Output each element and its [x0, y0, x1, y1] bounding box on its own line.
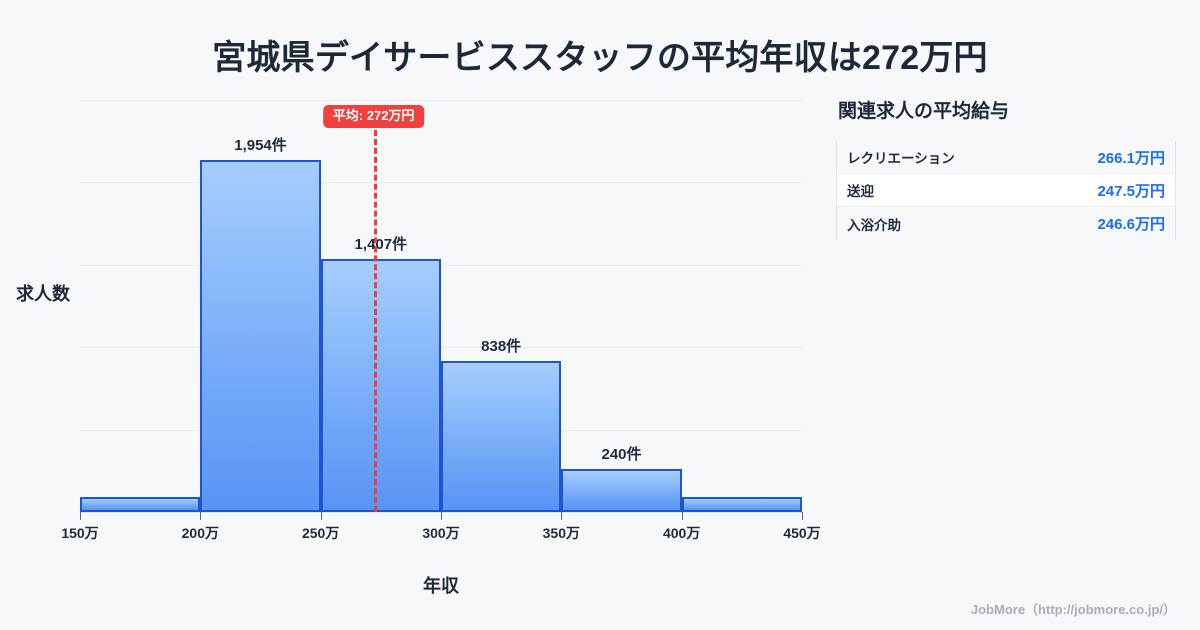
- x-tick-label: 250万: [301, 525, 340, 541]
- histogram-bar: [80, 497, 201, 512]
- histogram-bar: [561, 468, 682, 512]
- histogram-bar: [681, 497, 802, 512]
- x-tick: [200, 512, 202, 520]
- bar-value-label: 838件: [481, 338, 522, 356]
- x-tick: [441, 512, 442, 520]
- page-title: 宮城県デイサービススタッフの平均年収は272万円: [212, 39, 988, 77]
- x-tick-label: 350万: [542, 525, 581, 541]
- x-tick-label: 200万: [181, 525, 220, 541]
- x-tick: [561, 512, 563, 520]
- y-axis-title: 求人数: [16, 284, 70, 304]
- related-salary-value: 247.5万円: [1097, 182, 1165, 200]
- histogram-bar: [441, 361, 562, 512]
- x-tick: [80, 512, 81, 520]
- bar-value-label: 240件: [601, 445, 642, 463]
- related-salary-table: レクリエーション 266.1万円送迎 247.5万円入浴介助 246.6万円: [836, 141, 1176, 240]
- gridline: [80, 347, 802, 348]
- gridline: [80, 100, 802, 101]
- bar-value-label: 1,407件: [354, 235, 408, 253]
- average-badge: 平均: 272万円: [322, 105, 425, 129]
- histogram-bar: [200, 160, 321, 512]
- related-salary-row: 送迎 247.5万円: [837, 174, 1175, 207]
- related-salary-label: 送迎: [847, 184, 874, 199]
- related-salary-value: 246.6万円: [1097, 216, 1165, 233]
- x-tick-label: 300万: [422, 525, 460, 541]
- related-salary-value: 266.1万円: [1097, 149, 1165, 167]
- x-tick: [320, 512, 322, 520]
- x-tick: [802, 512, 803, 520]
- x-axis-title: 年収: [423, 576, 459, 596]
- gridline: [80, 265, 802, 266]
- related-salary-label: 入浴介助: [847, 217, 901, 233]
- x-tick-label: 400万: [662, 525, 701, 541]
- related-salary-panel: 関連求人の平均給与 レクリエーション 266.1万円送迎 247.5万円入浴介助 24…: [836, 96, 1176, 240]
- related-salary-row: レクリエーション 266.1万円: [837, 141, 1175, 174]
- related-salary-title: 関連求人の平均給与: [838, 101, 1010, 122]
- related-salary-label: レクリエーション: [847, 151, 955, 166]
- average-line: [373, 130, 377, 512]
- bar-value-label: 1,954件: [234, 137, 287, 155]
- x-tick-label: 150万: [61, 525, 99, 541]
- histogram-chart: 求人数 1,954件 1,407件 838件 240件 150万 200万 250万 300…: [16, 100, 821, 596]
- x-tick-label: 450万: [783, 525, 821, 541]
- related-salary-row: 入浴介助 246.6万円: [837, 207, 1175, 240]
- x-tick: [681, 512, 683, 520]
- watermark: JobMore（http://jobmore.co.jp/）: [970, 602, 1176, 617]
- gridline: [80, 182, 802, 183]
- histogram-bar: [320, 258, 441, 512]
